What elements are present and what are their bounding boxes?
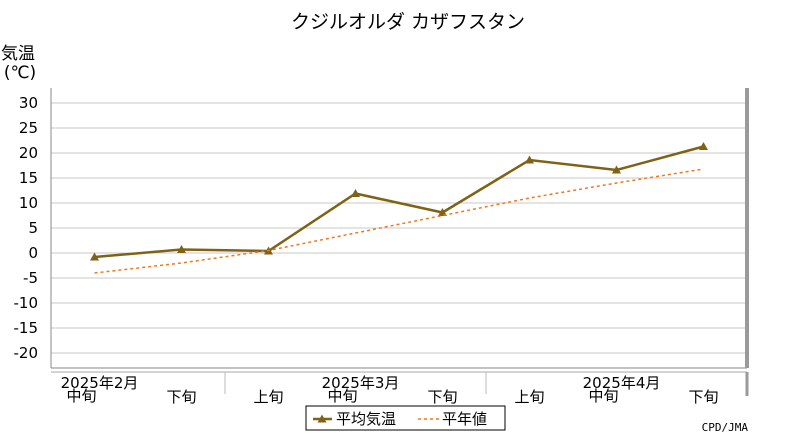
y-tick-label: -15 bbox=[14, 319, 39, 337]
series-avg-point bbox=[90, 252, 99, 261]
y-tick-label: -20 bbox=[14, 344, 39, 362]
x-month-label: 2025年3月 bbox=[322, 374, 400, 392]
chart-title: クジルオルダ カザフスタン bbox=[291, 11, 525, 33]
series-avg-point bbox=[612, 165, 621, 174]
y-tick-label: 15 bbox=[19, 169, 38, 187]
x-tick-label: 上旬 bbox=[514, 388, 544, 406]
legend-box bbox=[305, 405, 506, 431]
legend-avg-marker bbox=[317, 414, 327, 423]
series-avg-point bbox=[351, 189, 360, 197]
y-axis-unit: (℃) bbox=[4, 63, 36, 83]
x-tick-label: 中旬 bbox=[327, 387, 357, 405]
y-tick-label: 5 bbox=[28, 219, 38, 237]
legend-normal-label: 平年値 bbox=[442, 410, 487, 428]
series-avg-point bbox=[699, 142, 708, 150]
series-lines bbox=[90, 142, 708, 274]
y-tick-label: 30 bbox=[19, 94, 38, 112]
x-month-label: 2025年2月 bbox=[61, 374, 139, 392]
x-tick-label: 中旬 bbox=[66, 387, 96, 405]
y-tick-label: -5 bbox=[23, 269, 38, 287]
y-tick-label: 10 bbox=[19, 194, 38, 212]
series-avg-point bbox=[525, 155, 534, 164]
x-tick-label: 下旬 bbox=[688, 388, 718, 406]
x-month-label: 2025年4月 bbox=[583, 374, 661, 392]
y-tick-labels: 30 25 20 15 10 5 0 -5 -10 -15 -20 bbox=[14, 94, 39, 362]
x-tick-label: 下旬 bbox=[427, 388, 457, 406]
legend-avg-label: 平均気温 bbox=[336, 410, 396, 428]
credit-text: CPD/JMA bbox=[702, 421, 749, 434]
y-tick-label: 20 bbox=[19, 144, 38, 162]
grid-lines bbox=[50, 88, 749, 369]
y-tick-label: 0 bbox=[28, 244, 38, 262]
x-tick-label: 上旬 bbox=[253, 388, 283, 406]
series-avg-line bbox=[94, 145, 704, 259]
series-avg-point bbox=[177, 245, 186, 253]
x-tick-label: 中旬 bbox=[588, 387, 618, 405]
x-tick-label: 下旬 bbox=[166, 388, 196, 406]
series-avg-point bbox=[438, 208, 447, 216]
y-axis-label: 気温 bbox=[1, 44, 35, 64]
y-tick-label: 25 bbox=[19, 119, 38, 137]
legend: 平均気温 平年値 bbox=[305, 405, 506, 431]
y-tick-label: -10 bbox=[14, 294, 39, 312]
series-normal-line bbox=[94, 168, 704, 274]
x-axis: 中旬 下旬 上旬 中旬 下旬 上旬 中旬 下旬 2025年2月 2025年3月 2025年4月 bbox=[51, 371, 749, 406]
